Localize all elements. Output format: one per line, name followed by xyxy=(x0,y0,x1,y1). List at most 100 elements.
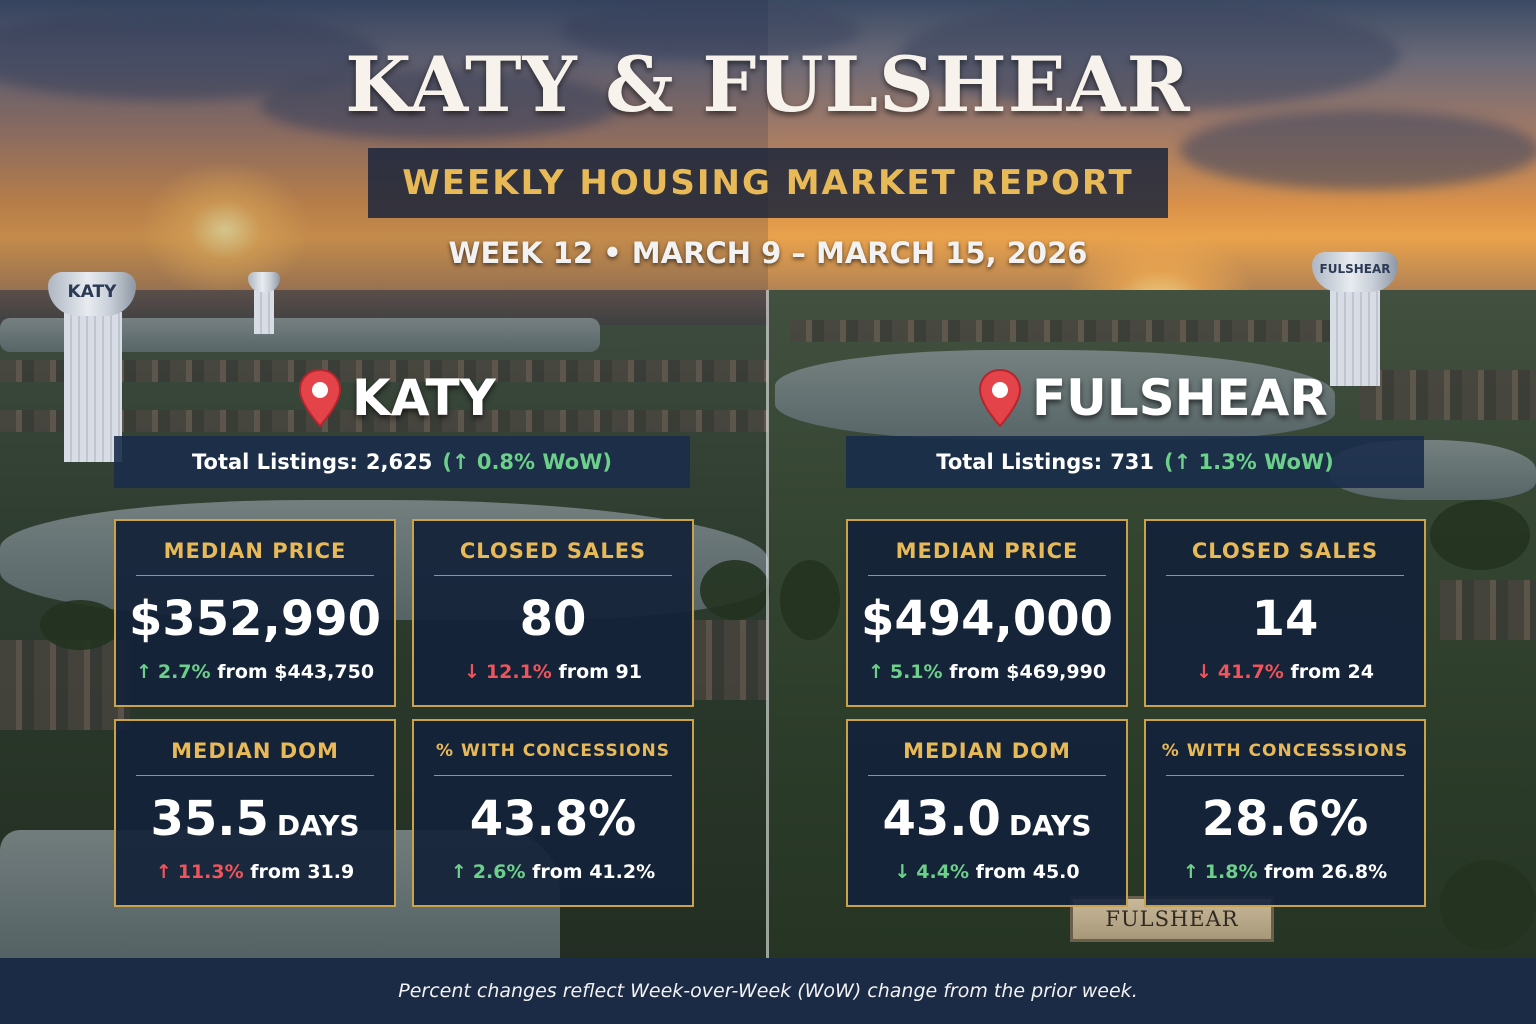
change-pct: 5.1% xyxy=(889,661,943,683)
card-change: ↑ 2.6% from 41.2% xyxy=(414,858,692,886)
dom-unit: DAYS xyxy=(1008,809,1092,842)
fulshear-title: FULSHEAR xyxy=(1032,369,1328,427)
fulshear-header: FULSHEAR xyxy=(976,368,1328,428)
change-pct: 1.8% xyxy=(1204,861,1258,883)
card-divider xyxy=(136,775,374,776)
houses xyxy=(0,410,768,432)
card-label: % WITH CONCESSSIONS xyxy=(1161,741,1409,761)
change-pct: 2.6% xyxy=(472,861,526,883)
footer-note: Percent changes reflect Week-over-Week (… xyxy=(0,958,1536,1024)
card-value: 80 xyxy=(519,591,587,647)
tree xyxy=(700,560,770,620)
houses xyxy=(0,640,130,730)
card-label: MEDIAN PRICE xyxy=(163,539,347,563)
tree xyxy=(40,600,120,650)
tree xyxy=(1430,500,1530,570)
arrow-up-icon: ↑ xyxy=(155,861,172,883)
card-label: MEDIAN PRICE xyxy=(895,539,1079,563)
dom-unit: DAYS xyxy=(276,809,360,842)
listings-label: Total Listings: xyxy=(192,450,358,474)
card-change: ↑ 5.1% from $469,990 xyxy=(848,658,1126,686)
week-range: WEEK 12 • MARCH 9 – MARCH 15, 2026 xyxy=(448,236,1088,270)
tower-tank xyxy=(248,272,280,292)
arrow-up-icon: ↑ xyxy=(450,861,467,883)
change-from: from $469,990 xyxy=(949,661,1107,683)
card-divider xyxy=(136,575,374,576)
fulshear-concessions-card: % WITH CONCESSSIONS 28.6% ↑ 1.8% from 26.… xyxy=(1144,719,1426,907)
card-divider xyxy=(868,775,1106,776)
listings-change: (↑ 0.8% WoW) xyxy=(442,450,612,474)
card-divider xyxy=(868,575,1106,576)
cloud xyxy=(260,70,620,140)
change-from: from 41.2% xyxy=(532,861,656,883)
tower-tank xyxy=(1312,252,1398,292)
tree xyxy=(780,560,840,640)
arrow-up-icon: ↑ xyxy=(867,661,884,683)
katy-total-listings: Total Listings: 2,625 (↑ 0.8% WoW) xyxy=(114,436,690,488)
cloud xyxy=(560,0,860,60)
card-change: ↑ 2.7% from $443,750 xyxy=(116,658,394,686)
listings-change: (↑ 1.3% WoW) xyxy=(1164,450,1334,474)
tower-tank xyxy=(48,272,136,316)
subtitle-band: WEEKLY HOUSING MARKET REPORT xyxy=(368,148,1168,218)
change-from: from $443,750 xyxy=(217,661,375,683)
change-from: from 26.8% xyxy=(1264,861,1388,883)
arrow-up-icon: ↑ xyxy=(1182,861,1199,883)
card-divider xyxy=(434,775,672,776)
card-change: ↓ 12.1% from 91 xyxy=(414,658,692,686)
fulshear-tower-label: FULSHEAR xyxy=(1319,262,1391,276)
fulshear-median-dom-card: MEDIAN DOM 43.0 DAYS ↓ 4.4% from 45.0 xyxy=(846,719,1128,907)
katy-concessions-card: % WITH CONCESSIONS 43.8% ↑ 2.6% from 41.2… xyxy=(412,719,694,907)
center-divider xyxy=(766,290,769,958)
location-pin-icon xyxy=(296,368,344,428)
card-change: ↓ 4.4% from 45.0 xyxy=(848,858,1126,886)
card-value: 14 xyxy=(1251,591,1319,647)
houses xyxy=(1440,580,1536,640)
card-label: MEDIAN DOM xyxy=(171,739,339,763)
card-value: $494,000 xyxy=(860,591,1114,647)
katy-title: KATY xyxy=(352,369,496,427)
listings-label: Total Listings: xyxy=(936,450,1103,474)
tree xyxy=(1440,860,1536,950)
card-change: ↓ 41.7% from 24 xyxy=(1146,658,1424,686)
arrow-down-icon: ↓ xyxy=(1195,661,1212,683)
listings-value: 2,625 xyxy=(365,450,433,474)
change-from: from 24 xyxy=(1290,661,1374,683)
change-from: from 31.9 xyxy=(250,861,355,883)
footer-text: Percent changes reflect Week-over-Week (… xyxy=(398,980,1138,1002)
katy-header: KATY xyxy=(296,368,496,428)
katy-closed-sales-card: CLOSED SALES 80 ↓ 12.1% from 91 xyxy=(412,519,694,707)
cloud xyxy=(900,0,1400,110)
houses xyxy=(790,320,1330,342)
card-divider xyxy=(434,575,672,576)
pond xyxy=(775,350,1335,440)
card-value: 43.0 DAYS xyxy=(848,788,1126,850)
change-from: from 45.0 xyxy=(975,861,1080,883)
change-pct: 11.3% xyxy=(177,861,244,883)
page-title: KATY & FULSHEAR xyxy=(345,40,1191,129)
houses xyxy=(0,360,768,382)
card-change: ↑ 1.8% from 26.8% xyxy=(1146,858,1424,886)
card-label: MEDIAN DOM xyxy=(903,739,1071,763)
card-value: 28.6% xyxy=(1201,791,1369,847)
dom-value: 43.0 xyxy=(882,791,1001,847)
location-pin-icon xyxy=(976,368,1024,428)
card-label: CLOSED SALES xyxy=(459,539,647,563)
card-value: 35.5 DAYS xyxy=(116,788,394,850)
card-divider xyxy=(1166,775,1404,776)
dom-value: 35.5 xyxy=(150,791,269,847)
change-from: from 91 xyxy=(558,661,642,683)
tower-stem xyxy=(254,290,274,334)
houses xyxy=(1360,370,1536,420)
card-change: ↑ 11.3% from 31.9 xyxy=(116,858,394,886)
sun-glow xyxy=(140,160,310,300)
katy-median-dom-card: MEDIAN DOM 35.5 DAYS ↑ 11.3% from 31.9 xyxy=(114,719,396,907)
arrow-up-icon: ↑ xyxy=(135,661,152,683)
fulshear-total-listings: Total Listings: 731 (↑ 1.3% WoW) xyxy=(846,436,1424,488)
report-subtitle: WEEKLY HOUSING MARKET REPORT xyxy=(402,163,1134,203)
arrow-down-icon: ↓ xyxy=(463,661,480,683)
houses xyxy=(690,620,768,700)
arrow-down-icon: ↓ xyxy=(894,861,911,883)
fulshear-median-price-card: MEDIAN PRICE $494,000 ↑ 5.1% from $469,99… xyxy=(846,519,1128,707)
change-pct: 4.4% xyxy=(916,861,969,883)
